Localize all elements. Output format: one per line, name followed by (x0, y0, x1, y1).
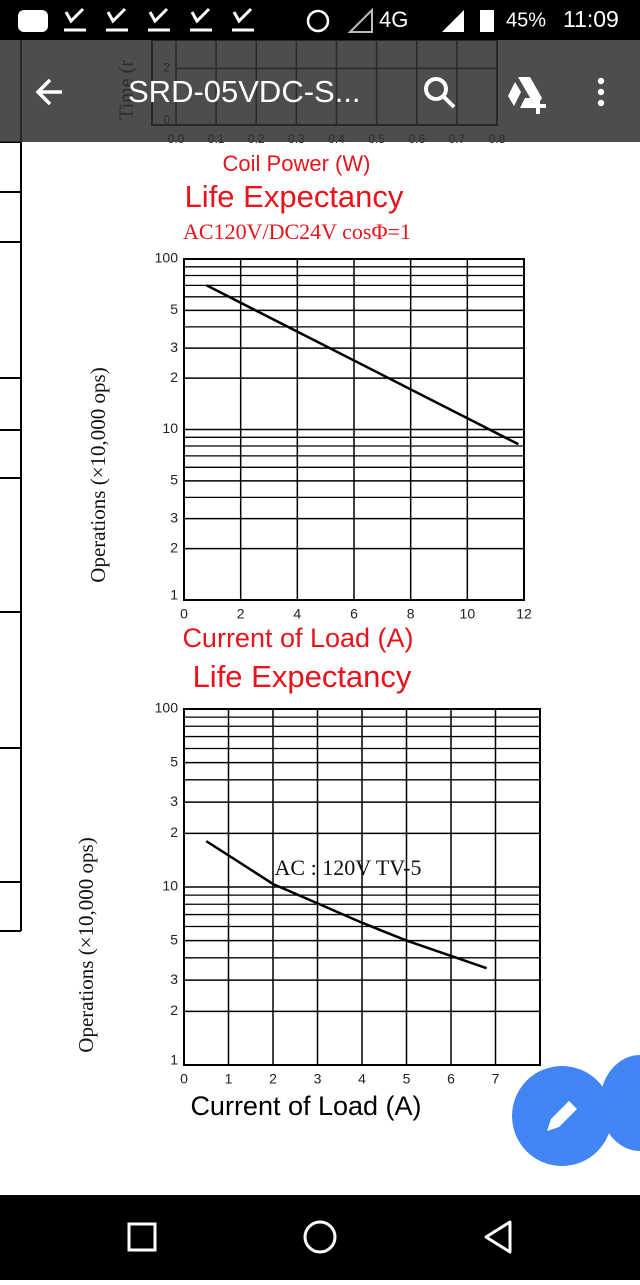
more-button[interactable] (597, 77, 605, 107)
y-tick-label: 1 (170, 587, 178, 603)
signal-icon (347, 7, 373, 33)
recents-button[interactable] (127, 1222, 157, 1252)
chart-title: Life Expectancy (185, 179, 404, 214)
y-tick-label: 5 (170, 931, 178, 947)
y-axis-label: Operations (×10,000 ops) (74, 837, 98, 1052)
y-tick-label: 2 (170, 1002, 178, 1018)
home-button[interactable] (303, 1220, 337, 1254)
x-tick-label: 3 (314, 1071, 322, 1087)
x-axis-label: Coil Power (W) (223, 151, 371, 176)
nav-bar-background (0, 1195, 640, 1280)
back-nav-button[interactable] (484, 1220, 512, 1254)
pencil-icon (547, 1101, 577, 1131)
notification-icon (18, 10, 48, 32)
y-tick-label: 5 (170, 753, 178, 769)
x-tick-label: 12 (516, 606, 532, 622)
y-tick-label: 1 (170, 1052, 178, 1068)
search-button[interactable] (424, 77, 456, 109)
x-tick-label: 4 (293, 606, 301, 622)
y-tick-label: 3 (170, 509, 178, 525)
data-line (205, 840, 488, 970)
x-tick-label: 2 (269, 1071, 277, 1087)
y-tick-label: 3 (170, 971, 178, 987)
drive-button[interactable] (508, 77, 546, 114)
chart-title: Life Expectancy (193, 659, 412, 694)
x-tick-label: 1 (225, 1071, 233, 1087)
charts: 020.00.10.20.30.40.50.60.70.8Coil Power … (74, 39, 541, 1121)
edit-fab[interactable] (512, 1066, 612, 1166)
y-tick-label: 10 (162, 878, 178, 894)
x-axis-label: Current of Load (A) (190, 1091, 421, 1121)
data-line (206, 284, 519, 446)
y-tick-label: 5 (170, 472, 178, 488)
y-tick-label: 3 (170, 793, 178, 809)
x-tick-label: 8 (407, 606, 415, 622)
status-bar: 4G 45% 11:09 (0, 0, 640, 40)
y-axis-label: Operations (×10,000 ops) (86, 367, 110, 582)
signal-icon (442, 10, 464, 32)
y-tick-label: 2 (170, 539, 178, 555)
y-tick-label: 2 (170, 369, 178, 385)
battery-icon (480, 10, 494, 32)
x-tick-label: 6 (350, 606, 358, 622)
page-edge (0, 40, 22, 932)
side-fab[interactable] (600, 1055, 640, 1151)
navigation-bar (0, 1195, 640, 1280)
y-tick-label: 3 (170, 339, 178, 355)
x-tick-label: 5 (403, 1071, 411, 1087)
x-axis-label: Current of Load (A) (182, 623, 413, 653)
x-tick-label: 6 (447, 1071, 455, 1087)
app-bar: SRD-05VDC-S... (0, 40, 640, 142)
x-tick-label: 10 (460, 606, 476, 622)
x-tick-label: 0 (180, 1071, 188, 1087)
annotation: AC : 120V TV-5 (275, 855, 422, 880)
x-tick-label: 0 (180, 606, 188, 622)
x-tick-label: 4 (358, 1071, 366, 1087)
x-tick-label: 2 (237, 606, 245, 622)
chart-subtitle: AC120V/DC24V cosΦ=1 (183, 219, 411, 244)
y-tick-label: 100 (155, 250, 179, 266)
notification-icons (64, 7, 254, 32)
network-type: 4G (379, 7, 408, 32)
y-tick-label: 5 (170, 301, 178, 317)
battery-level: 45% (506, 9, 546, 31)
x-tick-label: 7 (492, 1071, 500, 1087)
clock: 11:09 (563, 6, 619, 32)
y-tick-label: 100 (155, 700, 179, 716)
status-bar-background (0, 0, 640, 40)
alarm-icon (306, 9, 330, 33)
y-tick-label: 2 (170, 824, 178, 840)
app-title: SRD-05VDC-S... (128, 74, 361, 109)
back-button[interactable] (35, 78, 62, 106)
y-tick-label: 10 (162, 420, 178, 436)
